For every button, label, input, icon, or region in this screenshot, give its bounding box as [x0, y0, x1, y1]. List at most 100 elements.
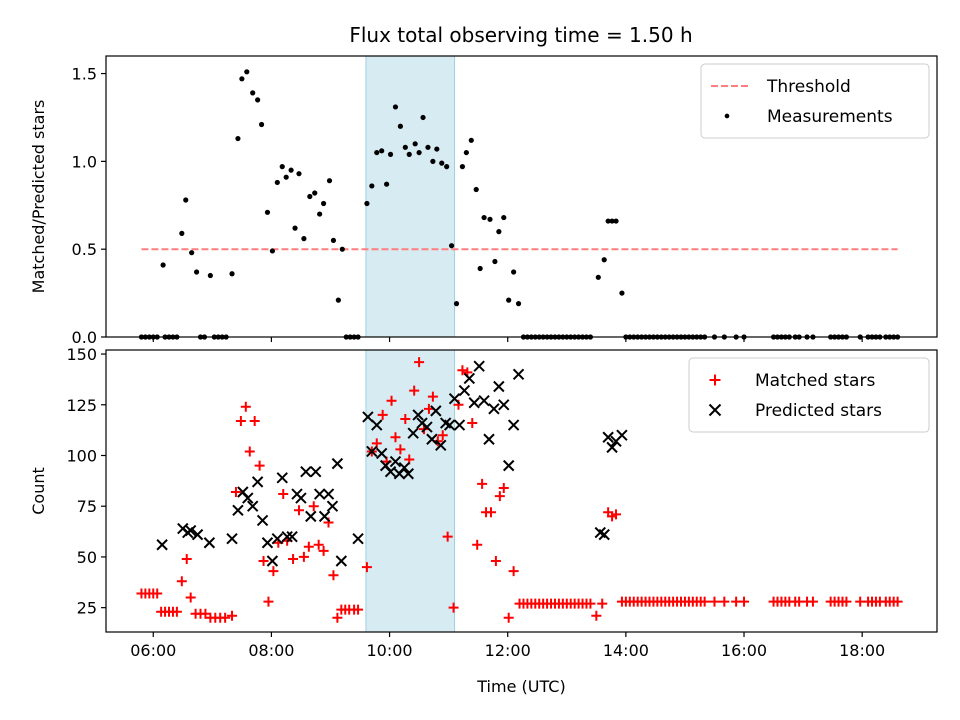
data-point [463, 149, 469, 156]
data-point [251, 476, 264, 488]
data-point [468, 137, 474, 143]
data-point [293, 505, 304, 516]
data-point [602, 431, 614, 443]
data-point [807, 596, 818, 607]
data-point [616, 429, 628, 441]
data-point [412, 409, 424, 421]
data-point [467, 418, 478, 429]
data-point [699, 596, 710, 607]
legend-box [688, 357, 930, 433]
data-point [246, 500, 259, 512]
data-point [320, 200, 327, 207]
data-point [286, 530, 298, 543]
data-point [397, 123, 403, 129]
data-point [283, 174, 289, 180]
data-point [369, 183, 375, 189]
data-point [160, 262, 166, 268]
data-point [473, 186, 479, 193]
data-point [448, 243, 455, 249]
data-point [739, 596, 750, 607]
data-point [459, 164, 466, 170]
data-point [442, 531, 453, 542]
data-point [258, 555, 269, 566]
data-point [374, 149, 380, 156]
data-point [278, 489, 289, 500]
data-point [379, 148, 385, 154]
data-point [498, 399, 510, 411]
data-point [375, 447, 388, 460]
series-matched-stars [136, 357, 903, 623]
data-point [498, 482, 509, 493]
data-point [502, 459, 515, 472]
data-point [613, 218, 619, 224]
data-point [326, 500, 339, 512]
data-point [313, 488, 326, 500]
data-point [389, 455, 402, 468]
data-point [606, 441, 618, 454]
plot-frame [105, 349, 938, 633]
data-point [308, 501, 319, 512]
x-tick-label: 08:00 [248, 641, 294, 660]
data-point [176, 576, 187, 587]
data-point [400, 413, 411, 424]
legend-label: Measurements [767, 107, 893, 127]
data-point [335, 555, 348, 567]
data-point [274, 179, 280, 186]
legend-label: Matched stars [755, 371, 875, 391]
data-point [611, 509, 622, 520]
y-tick-label: 1.5 [72, 65, 97, 84]
data-point [398, 461, 411, 474]
data-point [402, 468, 414, 480]
data-point [390, 432, 401, 443]
data-point [473, 360, 485, 372]
data-point [416, 149, 422, 156]
data-point [318, 545, 329, 556]
data-point [271, 532, 284, 545]
data-point [503, 612, 514, 623]
y-tick-label: 0.0 [72, 328, 97, 347]
data-point [207, 272, 213, 279]
series-predicted-stars [156, 360, 628, 567]
data-point [254, 460, 265, 471]
legend: Threshold Measurements [700, 63, 930, 139]
data-point [300, 466, 312, 478]
data-point [512, 368, 525, 381]
data-point [339, 246, 345, 252]
data-point [364, 200, 370, 207]
observing-window-span [365, 349, 456, 633]
data-point [352, 532, 364, 545]
data-point [220, 612, 231, 623]
data-point [444, 164, 450, 170]
data-point [483, 433, 495, 445]
data-point [229, 271, 235, 277]
data-point [326, 178, 333, 184]
data-point [183, 197, 189, 203]
data-point [501, 214, 507, 221]
data-point [288, 553, 299, 564]
data-point [269, 248, 275, 254]
data-point [227, 610, 238, 621]
data-point [395, 444, 406, 455]
data-point [496, 229, 502, 235]
data-point [328, 570, 339, 581]
data-point [255, 97, 261, 103]
data-point [591, 610, 602, 621]
data-point [434, 146, 440, 152]
data-point [184, 524, 197, 537]
observing-window-span [365, 55, 456, 338]
data-point [181, 553, 192, 564]
data-point [171, 606, 182, 617]
y-tick-label: 0.5 [72, 240, 97, 259]
data-point [402, 144, 408, 150]
data-point [494, 491, 505, 502]
data-point [443, 419, 456, 431]
data-point [335, 297, 341, 303]
data-point [384, 466, 397, 478]
data-point [261, 537, 274, 549]
x-tick-label: 16:00 [721, 641, 767, 660]
data-point [457, 365, 468, 376]
data-point [377, 409, 388, 420]
data-point [366, 445, 378, 458]
y-tick-label: 125 [66, 396, 97, 415]
